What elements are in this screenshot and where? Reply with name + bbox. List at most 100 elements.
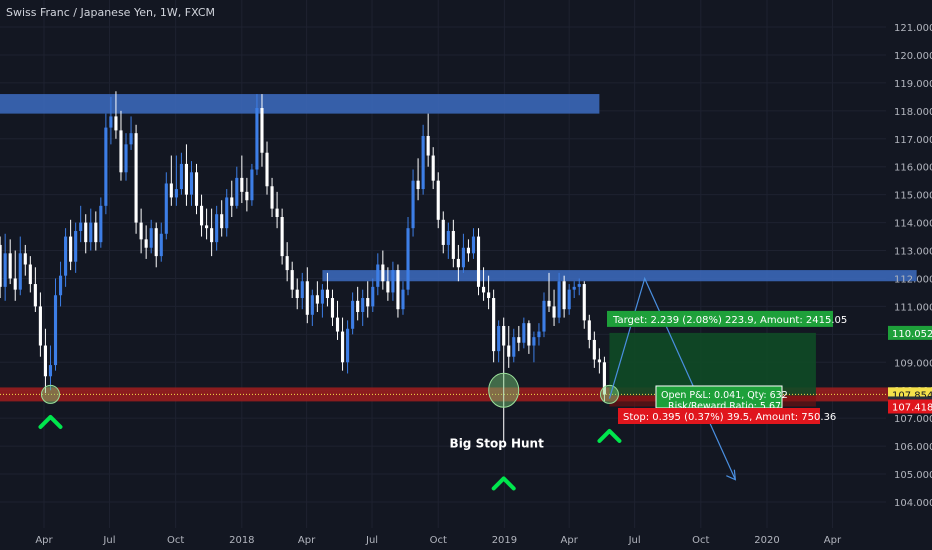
candle-body [64, 236, 68, 276]
candle-body [48, 365, 53, 377]
candle-body [109, 116, 113, 128]
x-tick-label: Apr [298, 535, 316, 546]
candle-body [487, 292, 491, 299]
candle-body [537, 331, 541, 338]
candle-body [552, 306, 556, 318]
candle-body [159, 233, 163, 257]
candle-body [28, 264, 32, 285]
candle-body [436, 180, 440, 220]
x-tick-label: Apr [35, 535, 53, 546]
axes: 104.000105.000106.000107.000108.000109.0… [35, 23, 932, 546]
y-tick-label: 114.000 [894, 219, 932, 230]
candle-body [184, 163, 189, 195]
candle-body [461, 247, 465, 268]
candle-body [466, 247, 471, 254]
candle-body [23, 253, 27, 265]
candle-body [89, 222, 93, 243]
candle-body [602, 362, 606, 395]
candle-body [265, 152, 269, 187]
candle-body [310, 295, 314, 315]
liquidity-circle [40, 384, 60, 404]
candle-body [542, 300, 546, 332]
candle-body [340, 331, 345, 363]
candle-body [557, 281, 561, 318]
x-tick-label: Oct [692, 535, 709, 546]
position-labels: Target: 2.239 (2.08%) 223.9, Amount: 241… [607, 310, 847, 424]
profit-zone [609, 332, 816, 396]
x-tick-label: 2018 [229, 535, 254, 546]
candle-body [174, 189, 178, 198]
target-label: Target: 2.239 (2.08%) 223.9, Amount: 241… [612, 315, 847, 326]
candle-body [8, 253, 12, 279]
candle-body [330, 298, 335, 318]
chart-title: Swiss Franc / Japanese Yen, 1W, FXCM [6, 6, 216, 19]
y-tick-label: 120.000 [894, 51, 932, 62]
candle-body [572, 286, 576, 290]
candle-body [79, 222, 83, 231]
y-tick-label: 106.000 [894, 442, 932, 453]
candle-body [38, 306, 42, 346]
candle-body [240, 177, 244, 192]
candle-body [290, 270, 294, 290]
candle-body [562, 281, 566, 310]
x-tick-label: Jul [628, 535, 641, 546]
candle-body [94, 222, 98, 243]
x-tick-label: Jul [365, 535, 378, 546]
candle-body [104, 127, 108, 206]
candle-body [335, 317, 340, 332]
candle-body [320, 289, 324, 304]
y-tick-label: 111.000 [894, 302, 932, 313]
candle-body [441, 219, 445, 245]
candle-body [492, 298, 496, 352]
candle-body [502, 325, 506, 346]
candle-body [18, 253, 22, 290]
up-arrow-icon [597, 428, 622, 443]
candle-body [255, 108, 259, 170]
candle-body [471, 236, 476, 254]
candle-body [69, 236, 73, 262]
candle-body [481, 286, 486, 293]
candle-body [220, 214, 224, 229]
candle-body [134, 133, 138, 223]
x-tick-label: Apr [824, 535, 842, 546]
stop-hunt-label: Big Stop Hunt [450, 437, 545, 451]
candle-body [597, 359, 601, 363]
candle-body [215, 214, 219, 243]
candle-body [199, 205, 204, 226]
projection-arrowhead-icon [726, 469, 737, 481]
y-tick-label: 113.000 [894, 247, 932, 258]
candle-body [189, 172, 194, 195]
candle-body [451, 230, 455, 259]
candles [0, 91, 606, 441]
candle-body [129, 133, 133, 145]
candle-body [497, 325, 501, 352]
candle-body [401, 289, 405, 310]
candle-body [406, 228, 410, 290]
x-tick-label: 2019 [492, 535, 517, 546]
candle-body [53, 295, 58, 366]
y-tick-label: 119.000 [894, 79, 932, 90]
candle-body [391, 270, 395, 293]
resistance-top-zone [0, 94, 600, 114]
candle-body [13, 278, 17, 290]
candle-body [376, 264, 380, 287]
candle-body [366, 298, 370, 307]
candle-body [532, 337, 536, 346]
candle-body [275, 208, 279, 217]
candle-body [522, 323, 526, 343]
candle-body [33, 284, 37, 307]
candle-body [346, 328, 350, 363]
candle-body [99, 205, 103, 243]
candle-body [280, 217, 284, 257]
candle-body [164, 183, 168, 234]
price-label-bg [888, 399, 932, 414]
candle-body [587, 320, 591, 340]
y-tick-label: 105.000 [894, 470, 932, 481]
candle-body [592, 339, 596, 360]
y-tick-label: 121.000 [894, 23, 932, 34]
candle-body [74, 230, 78, 262]
price-label: 107.854 [892, 390, 932, 401]
candle-body [270, 186, 274, 209]
